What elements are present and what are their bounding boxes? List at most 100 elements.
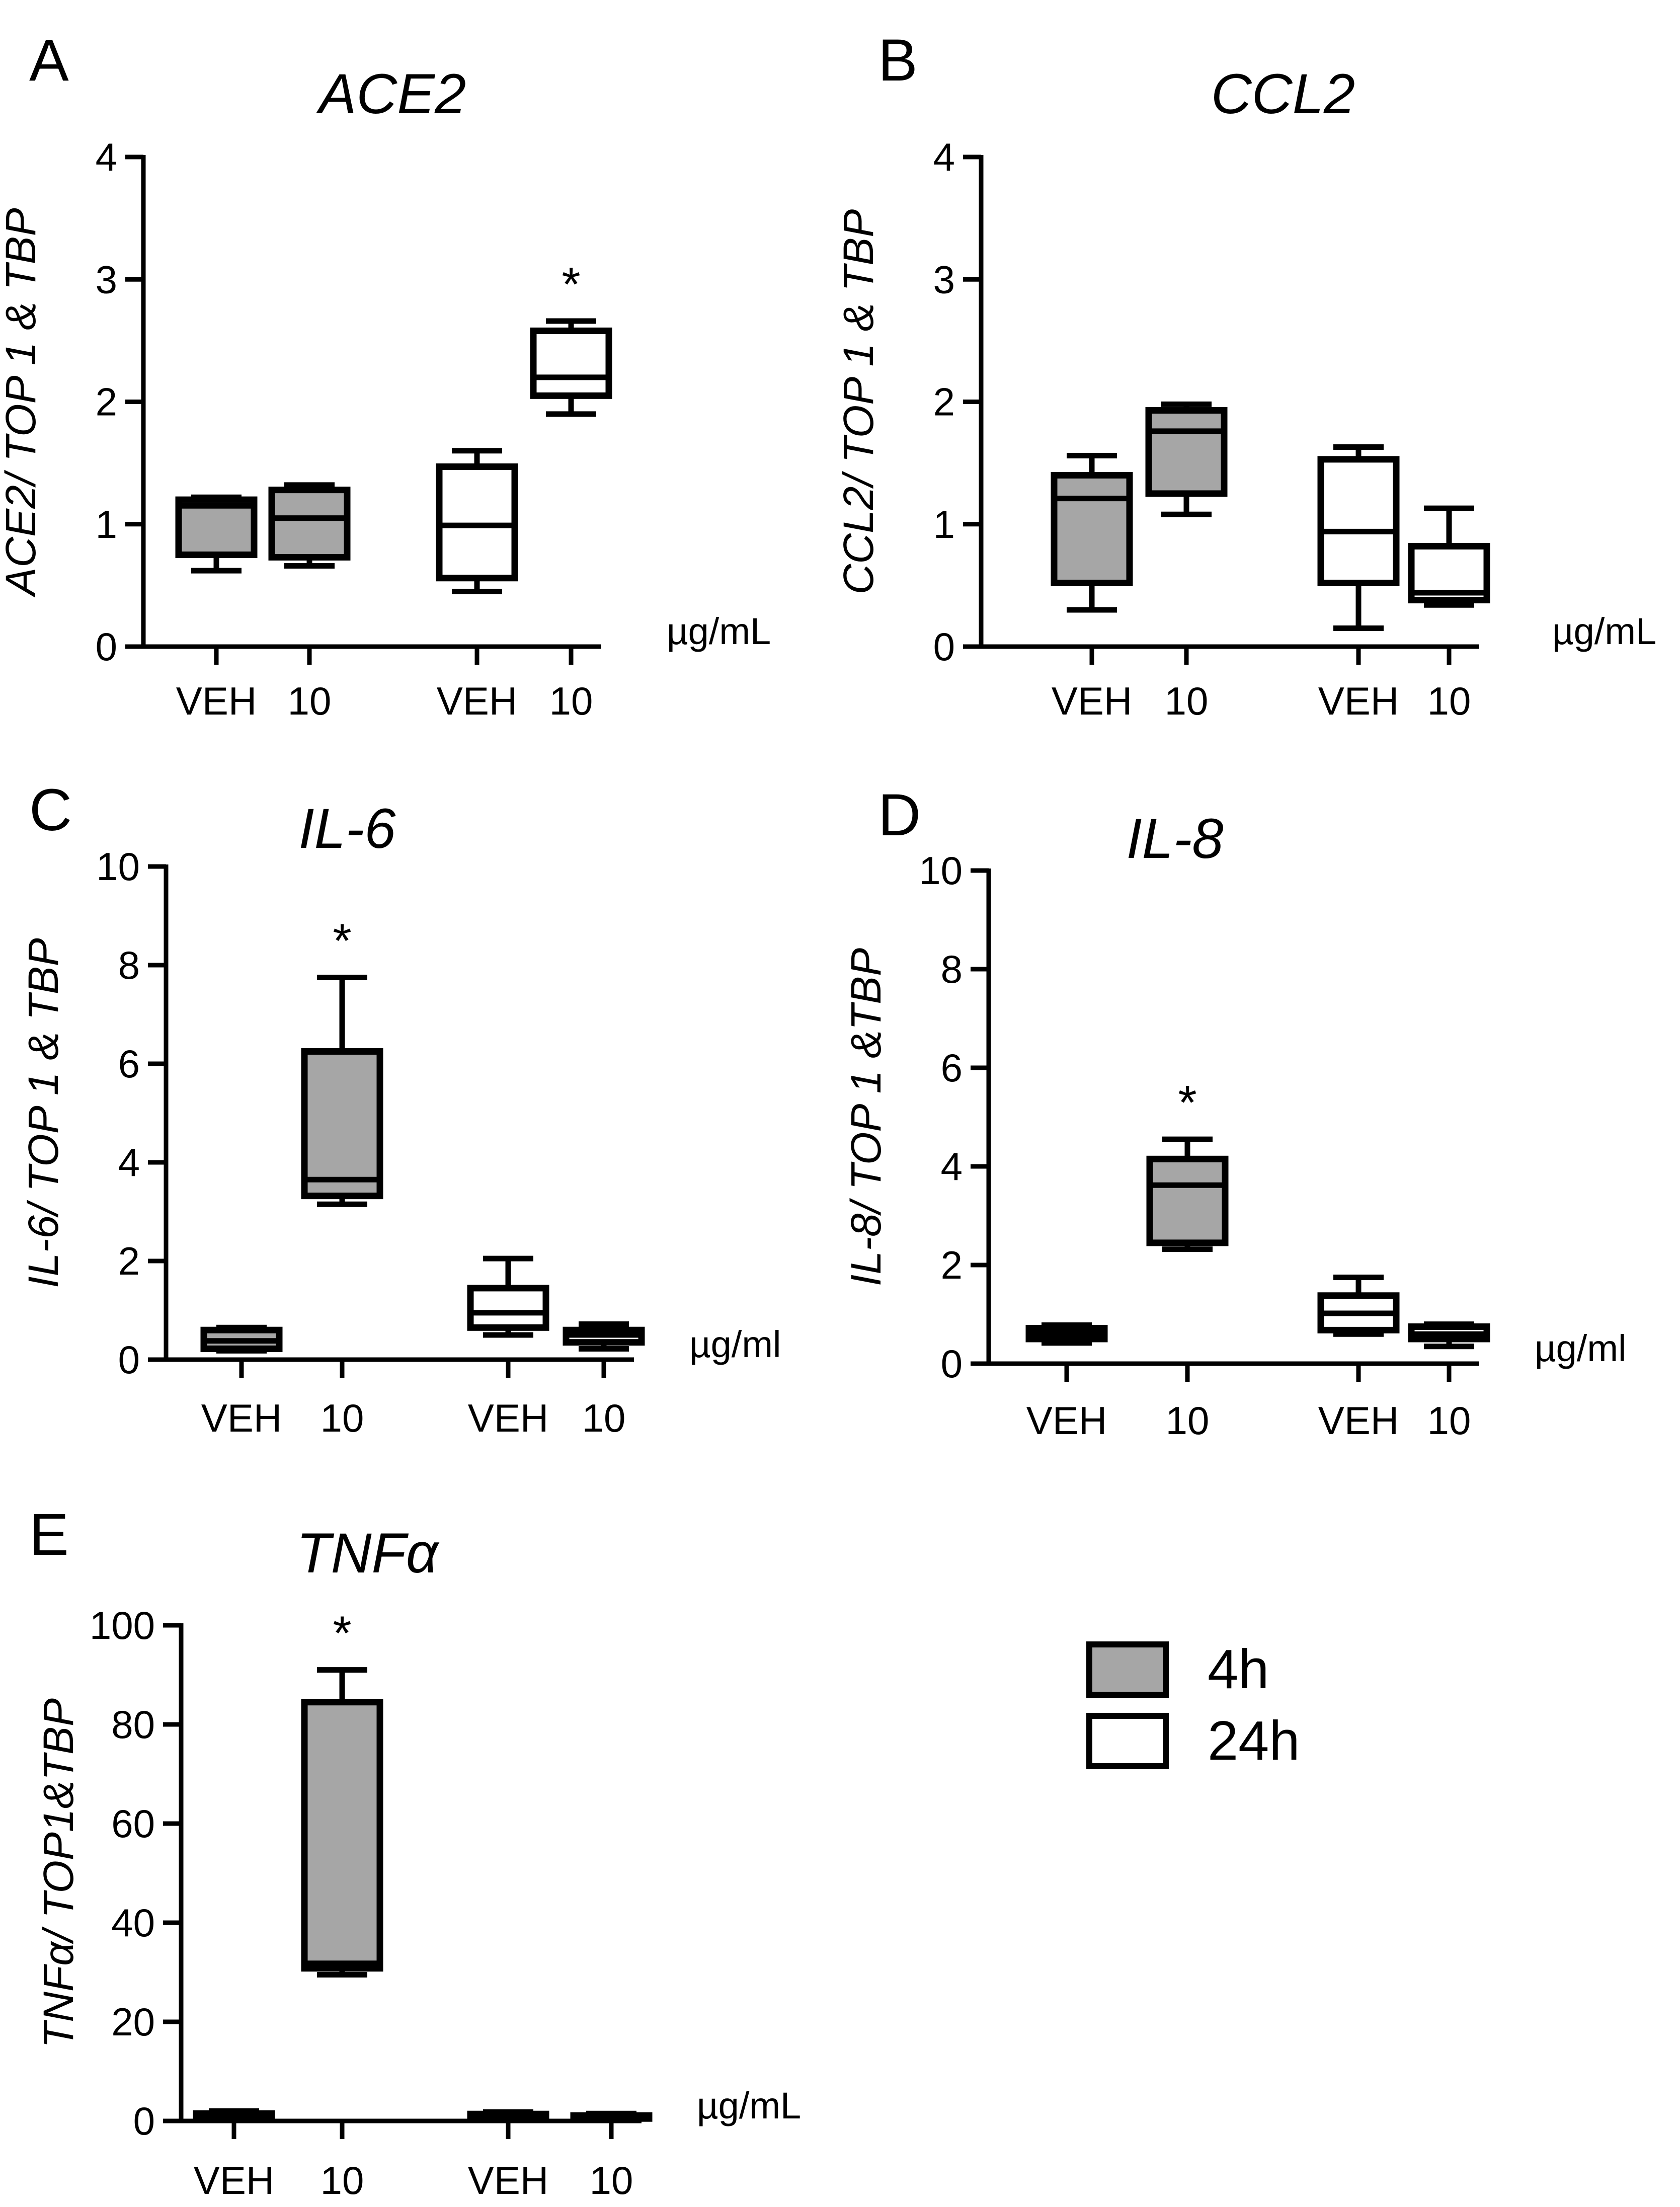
- x-tick-label: 10: [288, 679, 332, 723]
- box-d-4: [1408, 1321, 1490, 1350]
- panel-e: E TNFα TNFα/ TOP1&TBP 0 20 40 60 80 100 VEH 10 VEH 1…: [29, 1502, 801, 2202]
- panel-letter: C: [29, 777, 72, 843]
- x-tick-label: VEH: [468, 2158, 548, 2202]
- box-e-3: [467, 2109, 549, 2122]
- chart-title: TNFα: [296, 1522, 440, 1585]
- y-tick-label: 3: [933, 257, 955, 301]
- x-tick-label: VEH: [1318, 1398, 1399, 1443]
- y-axis-label: IL-6/ TOP 1 & TBP: [20, 938, 67, 1288]
- significance-star: *: [333, 1607, 351, 1661]
- box-e-2: *: [301, 1607, 383, 1978]
- unit-label: µg/mL: [667, 610, 771, 652]
- iqr-box: [1146, 1155, 1229, 1246]
- box-b-1: [1051, 453, 1133, 613]
- y-tick-label: 4: [96, 135, 117, 179]
- chart-title: IL-8: [1127, 807, 1224, 870]
- y-axis-label: IL-8/ TOP 1 &TBP: [842, 948, 890, 1286]
- y-tick-label: 0: [96, 624, 117, 669]
- x-tick-label: 10: [1165, 679, 1209, 723]
- unit-label: µg/ml: [1535, 1327, 1626, 1369]
- chart-title: CCL2: [1211, 62, 1355, 125]
- y-tick-label: 40: [111, 1901, 155, 1945]
- y-tick-label: 0: [933, 624, 955, 669]
- box-d-3: [1317, 1275, 1400, 1337]
- y-axis-label: TNFα/ TOP1&TBP: [35, 1698, 82, 2048]
- iqr-box: [436, 463, 518, 582]
- x-tick-label: VEH: [176, 679, 257, 723]
- y-tick-label: 1: [933, 502, 955, 546]
- x-tick-label: 10: [582, 1396, 626, 1440]
- legend-swatch-24h: [1086, 1713, 1169, 1769]
- chart-title: IL-6: [299, 797, 396, 860]
- unit-label: µg/ml: [689, 1323, 781, 1365]
- box-a-3: [436, 448, 518, 595]
- box-a-4: *: [530, 258, 612, 417]
- x-tick-label: VEH: [194, 2158, 274, 2202]
- chart-title: ACE2: [316, 62, 466, 125]
- y-tick-label: 80: [111, 1702, 155, 1747]
- y-tick-label: 10: [96, 844, 140, 889]
- y-tick-label: 6: [118, 1042, 140, 1086]
- x-tick-label: 10: [549, 679, 593, 723]
- significance-star: *: [333, 914, 351, 968]
- significance-star: *: [562, 258, 580, 311]
- panel-letter: B: [878, 27, 918, 94]
- x-tick-label: VEH: [1052, 679, 1132, 723]
- iqr-box: [175, 496, 258, 559]
- y-tick-label: 4: [933, 135, 955, 179]
- legend-swatch-4h: [1086, 1641, 1169, 1698]
- panel-letter: A: [29, 27, 69, 94]
- x-tick-label: VEH: [1026, 1398, 1107, 1443]
- box-a-2: [268, 482, 351, 569]
- unit-label: µg/mL: [697, 2085, 801, 2126]
- y-tick-label: 8: [941, 947, 963, 991]
- box-c-1: [200, 1324, 283, 1354]
- iqr-box: [301, 1048, 383, 1200]
- x-tick-label: VEH: [1318, 679, 1399, 723]
- y-tick-label: 2: [118, 1239, 140, 1283]
- box-c-2: *: [301, 914, 383, 1207]
- box-e-4: [570, 2110, 653, 2123]
- box-d-2: *: [1146, 1076, 1229, 1252]
- iqr-box: [301, 1699, 383, 1972]
- iqr-box: [530, 327, 612, 399]
- panel-b: B CCL2 CCL2/ TOP 1 & TBP 0 1 2 3 4 VEH 10 VEH 10 µg/…: [835, 27, 1656, 723]
- y-tick-label: 100: [90, 1603, 155, 1647]
- iqr-box: [1051, 471, 1133, 587]
- iqr-box: [268, 487, 351, 561]
- significance-star: *: [1178, 1076, 1196, 1130]
- panel-a: A ACE2 ACE2/ TOP 1 & TBP 0 1 2 3 4 VEH 10 VEH 10 µg/…: [0, 27, 771, 723]
- unit-label: µg/mL: [1552, 610, 1656, 652]
- y-tick-label: 20: [111, 2000, 155, 2044]
- y-tick-label: 0: [941, 1342, 963, 1386]
- y-tick-label: 10: [919, 848, 963, 893]
- x-tick-label: VEH: [468, 1396, 548, 1440]
- y-tick-label: 2: [933, 380, 955, 424]
- y-tick-label: 4: [941, 1144, 963, 1189]
- y-tick-label: 60: [111, 1801, 155, 1846]
- box-d-1: [1025, 1322, 1108, 1346]
- box-c-4: [563, 1321, 645, 1352]
- y-axis-label: CCL2/ TOP 1 & TBP: [835, 209, 882, 595]
- x-tick-label: 10: [1427, 1398, 1471, 1443]
- legend: 4h 24h: [1086, 1638, 1300, 1772]
- box-a-1: [175, 494, 258, 574]
- y-tick-label: 1: [96, 502, 117, 546]
- y-tick-label: 0: [133, 2099, 155, 2143]
- x-tick-label: 10: [1166, 1398, 1210, 1443]
- y-axis-label: ACE2/ TOP 1 & TBP: [0, 208, 44, 598]
- legend-label-24h: 24h: [1208, 1710, 1300, 1772]
- y-tick-label: 3: [96, 257, 117, 301]
- y-tick-label: 2: [96, 380, 117, 424]
- y-tick-label: 4: [118, 1140, 140, 1185]
- panel-d: D IL-8 IL-8/ TOP 1 &TBP 0 2 4 6 8 10 VEH 10 VEH 10 µg…: [842, 782, 1626, 1443]
- y-tick-label: 8: [118, 943, 140, 987]
- x-tick-label: VEH: [437, 679, 517, 723]
- box-b-4: [1408, 505, 1490, 608]
- x-tick-label: 10: [321, 1396, 364, 1440]
- panel-letter: E: [29, 1502, 69, 1568]
- box-b-3: [1317, 444, 1400, 632]
- legend-label-4h: 4h: [1208, 1638, 1269, 1700]
- iqr-box: [467, 1285, 549, 1331]
